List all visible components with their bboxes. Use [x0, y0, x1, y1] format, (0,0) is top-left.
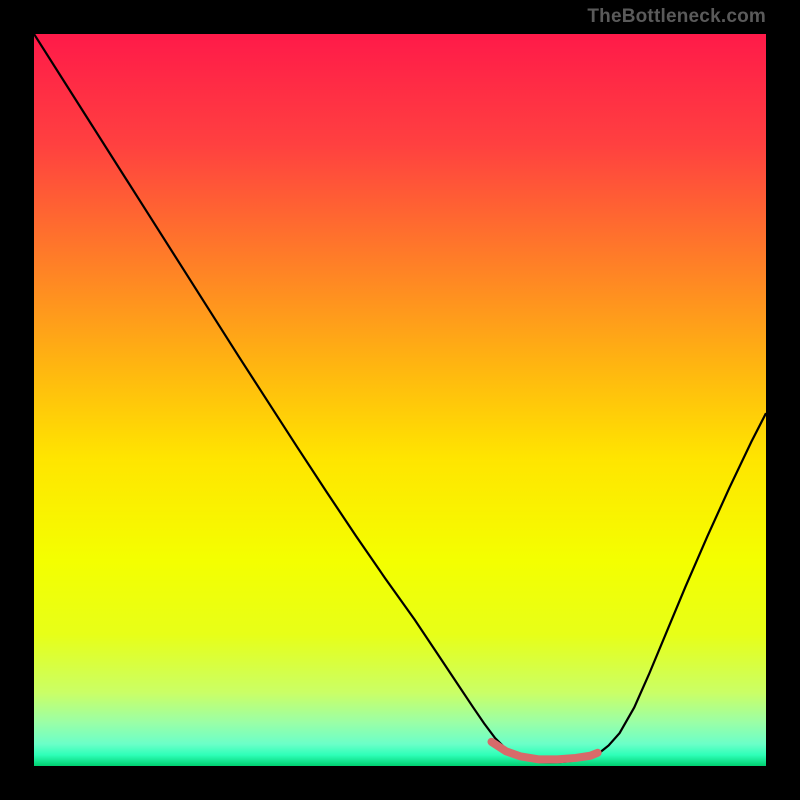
- bottleneck-curve: [34, 34, 766, 762]
- attribution-label: TheBottleneck.com: [587, 6, 766, 28]
- plot-area: [34, 34, 766, 766]
- frame: TheBottleneck.com: [0, 0, 800, 800]
- baseline-highlight: [492, 742, 598, 760]
- curve-layer: [34, 34, 766, 766]
